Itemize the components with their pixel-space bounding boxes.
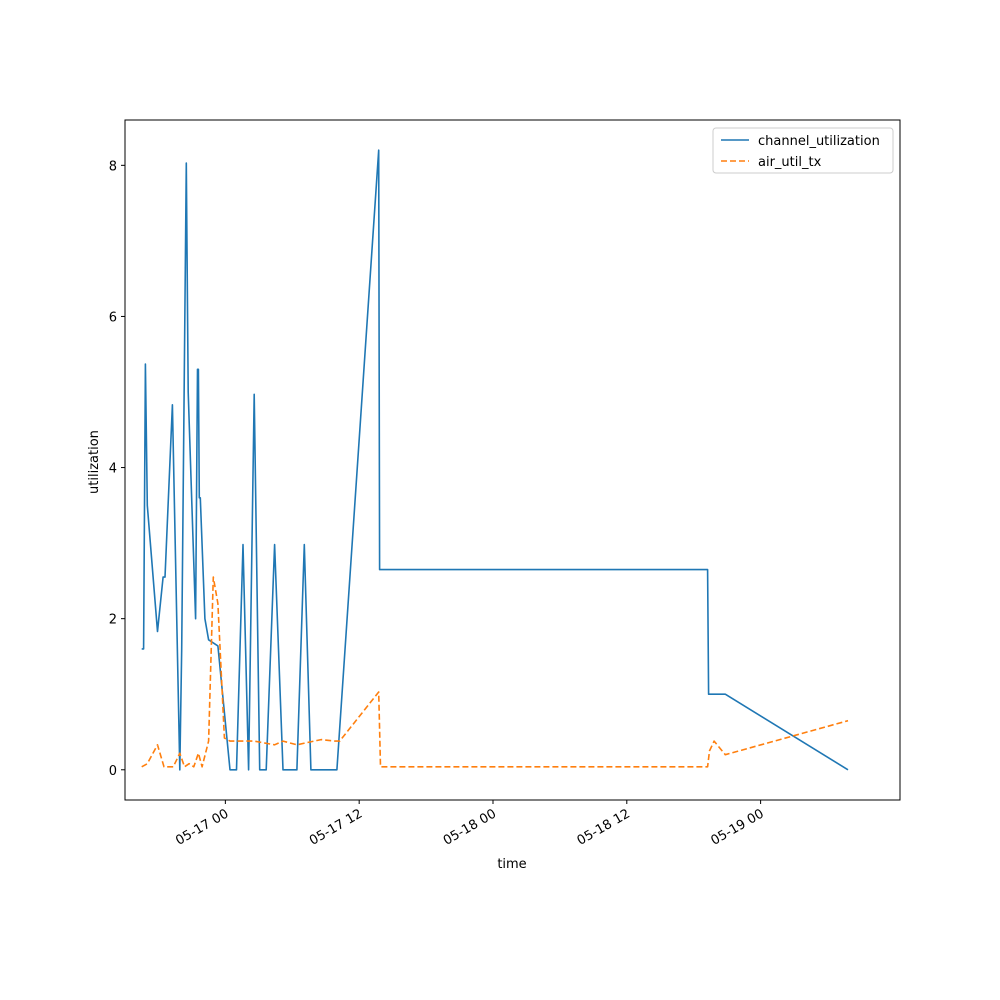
legend-box	[712, 127, 894, 174]
y-tick-label: 8	[109, 159, 117, 174]
legend-label-channel_utilization: channel_utilization	[758, 134, 880, 149]
y-axis-label: utilization	[87, 430, 102, 494]
series-line-channel_utilization	[141, 149, 849, 771]
x-axis-label: time	[497, 857, 526, 872]
y-tick-label: 2	[109, 613, 117, 628]
series-line-air_util_tx	[141, 576, 849, 768]
plot-frame	[124, 119, 901, 801]
series-layer	[141, 149, 849, 771]
y-axis-ticks: 0 2 4 6 8	[109, 159, 125, 779]
legend-label-air_util_tx: air_util_tx	[758, 155, 822, 170]
y-tick-label: 0	[109, 764, 117, 779]
y-tick-label: 4	[109, 462, 117, 477]
y-tick-label: 6	[109, 310, 117, 325]
legend: channel_utilization air_util_tx	[712, 127, 894, 174]
